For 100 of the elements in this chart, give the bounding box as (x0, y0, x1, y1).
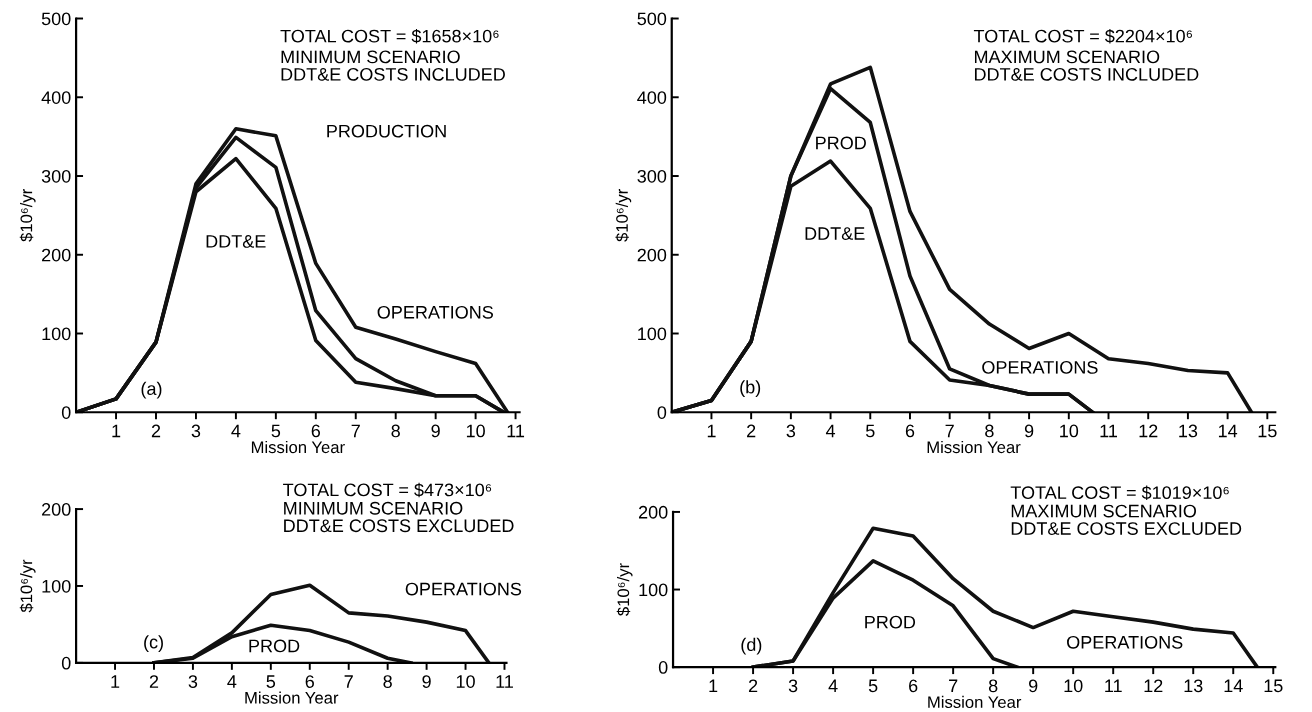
x-tick-label: 4 (231, 424, 241, 438)
x-tick-label: 4 (828, 679, 838, 693)
x-tick-label: 3 (188, 675, 198, 688)
y-tick-label: 500 (41, 12, 71, 26)
x-tick-label: 2 (747, 424, 756, 438)
y-tick-label: 100 (638, 327, 667, 341)
y-tick-label: 0 (657, 406, 667, 419)
annotation: (b) (740, 380, 761, 398)
y-tick-label: 100 (42, 579, 71, 593)
y-tick-label: 100 (639, 583, 668, 597)
x-tick-label: 5 (271, 424, 281, 438)
x-tick-label: 6 (311, 424, 321, 438)
chart-title: TOTAL COST = $1019×10⁶ (1010, 485, 1229, 501)
y-tick-label: 500 (637, 12, 667, 26)
y-axis-title: $10⁶/yr (19, 559, 36, 613)
x-tick-label: 11 (496, 675, 513, 688)
x-tick-label: 2 (151, 424, 161, 438)
x-tick-label: 13 (1184, 679, 1203, 693)
x-axis-title: Mission Year (927, 440, 1021, 454)
x-tick-label: 12 (1139, 424, 1158, 438)
annotation: PROD (816, 136, 866, 150)
x-tick-label: 7 (351, 424, 360, 438)
y-axis-title: $10⁶/yr (615, 189, 632, 242)
annotation: (c) (144, 635, 163, 653)
x-tick-label: 8 (391, 424, 400, 438)
y-axis-title: $10⁶/yr (616, 563, 633, 616)
text: MAXIMUM SCENARIO DDT&E COSTS INCLUDED (974, 50, 1199, 81)
x-tick-label: 5 (865, 424, 875, 438)
annotation: PROD (865, 615, 916, 629)
y-tick-label: 200 (638, 505, 668, 519)
x-tick-label: 8 (985, 424, 994, 438)
annotation: OPERATIONS (377, 305, 493, 319)
x-tick-label: 7 (949, 679, 958, 693)
x-tick-label: 9 (1029, 679, 1038, 693)
x-tick-label: 9 (1024, 424, 1034, 438)
y-tick-label: 100 (42, 327, 71, 341)
x-tick-label: 11 (1100, 424, 1117, 438)
x-tick-label: 8 (383, 675, 392, 688)
x-tick-label: 2 (149, 675, 159, 688)
y-tick-label: 400 (637, 91, 667, 104)
annotation: PRODUCTION (327, 124, 446, 138)
x-tick-label: 2 (748, 679, 758, 693)
x-tick-label: 9 (422, 675, 431, 688)
annotation: DDT&E (206, 235, 266, 248)
x-tick-label: 3 (788, 679, 798, 693)
x-tick-label: 10 (456, 675, 475, 688)
annotation: OPERATIONS (1067, 635, 1183, 649)
annotation: PROD (249, 639, 300, 653)
x-tick-label: 6 (305, 675, 314, 688)
chart-title: TOTAL COST = $473×10⁶ (283, 482, 492, 498)
x-tick-label: 13 (1179, 424, 1198, 438)
x-tick-label: 7 (344, 675, 353, 688)
x-tick-label: 1 (707, 424, 716, 438)
x-tick-label: 5 (868, 679, 878, 693)
x-tick-label: 11 (507, 424, 525, 438)
y-tick-label: 300 (637, 169, 667, 183)
annotation: OPERATIONS (982, 361, 1098, 374)
chart-subtitle: MAXIMUM SCENARIO DDT&E COSTS EXCLUDED (1011, 504, 1242, 535)
x-tick-label: 6 (909, 679, 918, 693)
y-tick-label: 200 (42, 248, 71, 262)
x-tick-label: 15 (1258, 424, 1277, 438)
x-tick-label: 5 (266, 675, 276, 688)
x-tick-label: 4 (825, 424, 836, 438)
x-tick-label: 4 (227, 675, 237, 688)
annotation: DDT&E (805, 227, 865, 240)
text: MINIMUM SCENARIO DDT&E COSTS INCLUDED (281, 50, 505, 81)
y-tick-label: 200 (42, 503, 71, 516)
chart-subtitle: MINIMUM SCENARIO DDT&E COSTS EXCLUDED (284, 501, 514, 533)
x-tick-label: 1 (709, 679, 718, 693)
y-tick-label: 0 (61, 406, 71, 419)
x-tick-label: 14 (1224, 679, 1243, 693)
y-tick-label: 200 (637, 248, 667, 262)
x-tick-label: 8 (988, 679, 998, 693)
annotation: (d) (741, 637, 762, 655)
y-axis-title: $10⁶/yr (19, 189, 36, 242)
y-tick-label: 400 (41, 91, 71, 104)
x-axis-title: Mission Year (928, 695, 1022, 709)
y-tick-label: 0 (61, 656, 71, 670)
x-tick-label: 9 (431, 424, 440, 438)
y-tick-label: 0 (658, 661, 668, 674)
x-tick-label: 12 (1144, 679, 1163, 693)
x-tick-label: 6 (905, 424, 915, 438)
x-axis-title: Mission Year (245, 691, 339, 704)
x-tick-label: 14 (1218, 424, 1238, 438)
x-tick-label: 15 (1264, 679, 1283, 693)
y-tick-label: 300 (41, 169, 71, 183)
annotation: (a) (141, 381, 162, 399)
annotation: OPERATIONS (405, 582, 522, 596)
x-tick-label: 11 (1105, 679, 1122, 693)
x-tick-label: 3 (191, 424, 201, 438)
chart-title: TOTAL COST = $1658×10⁶ (280, 28, 499, 44)
x-tick-label: 3 (786, 424, 796, 438)
x-axis-title: Mission Year (251, 440, 345, 454)
x-tick-label: 10 (1060, 424, 1079, 438)
x-tick-label: 1 (111, 675, 120, 688)
x-tick-label: 10 (1064, 679, 1083, 693)
x-tick-label: 10 (466, 424, 485, 438)
chart-title: TOTAL COST = $2204×10⁶ (973, 28, 1192, 44)
x-tick-label: 1 (112, 424, 121, 438)
x-tick-label: 7 (945, 424, 954, 438)
